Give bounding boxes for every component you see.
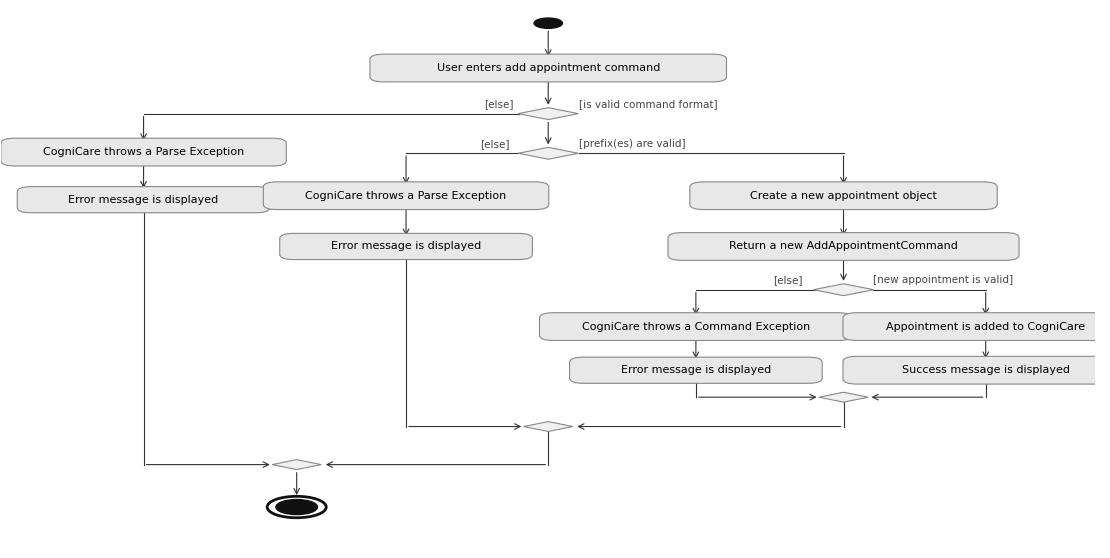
Text: [else]: [else] [774,275,803,285]
FancyBboxPatch shape [18,186,270,213]
Text: CogniCare throws a Command Exception: CogniCare throws a Command Exception [582,321,810,331]
Polygon shape [814,284,874,296]
Text: CogniCare throws a Parse Exception: CogniCare throws a Parse Exception [305,191,506,201]
Text: Success message is displayed: Success message is displayed [901,365,1070,375]
Text: [else]: [else] [481,139,509,149]
Text: [new appointment is valid]: [new appointment is valid] [874,275,1013,285]
FancyBboxPatch shape [569,357,823,383]
FancyBboxPatch shape [668,233,1019,261]
Text: [is valid command format]: [is valid command format] [578,99,717,109]
FancyBboxPatch shape [842,357,1110,384]
FancyBboxPatch shape [539,312,852,340]
Polygon shape [272,460,321,470]
Text: Appointment is added to CogniCare: Appointment is added to CogniCare [886,321,1086,331]
FancyBboxPatch shape [689,182,997,210]
Text: [else]: [else] [484,99,513,109]
Polygon shape [819,392,868,402]
Polygon shape [524,422,573,431]
Text: [prefix(es) are valid]: [prefix(es) are valid] [578,139,686,149]
FancyBboxPatch shape [1,138,286,166]
Circle shape [534,18,563,28]
Text: CogniCare throws a Parse Exception: CogniCare throws a Parse Exception [43,147,244,157]
Text: Error message is displayed: Error message is displayed [69,195,219,205]
FancyBboxPatch shape [280,233,533,259]
Text: User enters add appointment command: User enters add appointment command [436,63,660,73]
Text: Error message is displayed: Error message is displayed [331,242,481,252]
FancyBboxPatch shape [370,54,727,82]
Text: Create a new appointment object: Create a new appointment object [750,191,937,201]
Circle shape [276,499,317,514]
Text: Return a new AddAppointmentCommand: Return a new AddAppointmentCommand [729,242,958,252]
Text: Error message is displayed: Error message is displayed [620,365,771,375]
FancyBboxPatch shape [263,182,548,210]
Polygon shape [518,147,578,159]
Polygon shape [518,108,578,119]
FancyBboxPatch shape [842,312,1110,340]
